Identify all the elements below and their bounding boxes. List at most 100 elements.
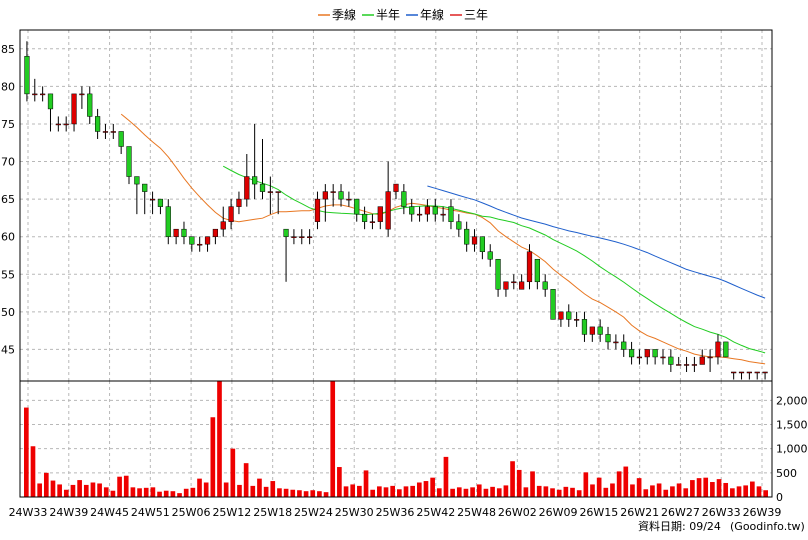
candle-down: [134, 176, 140, 185]
candle-up: [574, 319, 580, 321]
x-tick-label: 26W09: [539, 506, 578, 519]
volume-bar: [230, 448, 236, 497]
candle-down: [142, 183, 148, 192]
candle-up: [55, 123, 61, 126]
volume-bar: [603, 487, 609, 497]
volume-panel-frame: [19, 380, 773, 498]
candle-down: [432, 206, 438, 215]
volume-bar: [643, 489, 649, 497]
x-tick-label: 24W51: [131, 506, 170, 519]
price-axis: 45 50 55 60 65 70 75 80 85: [1, 43, 15, 357]
candle-up: [149, 198, 156, 201]
volume-bar: [703, 477, 709, 497]
volume-bar: [583, 472, 589, 497]
volume-bar: [183, 488, 189, 497]
candle-up: [40, 93, 46, 96]
volume-bar: [570, 487, 575, 497]
candle-up: [715, 341, 721, 358]
volume-bar: [723, 482, 729, 497]
candles: [24, 41, 768, 380]
volume-bar: [450, 488, 455, 497]
volume-bar: [203, 482, 209, 497]
candle-down: [628, 349, 635, 358]
candle-up: [511, 281, 517, 284]
candle-up: [197, 243, 203, 246]
candle-up: [424, 206, 431, 215]
candle-up: [330, 191, 336, 193]
candle-up: [346, 198, 352, 201]
volume-bar: [576, 490, 582, 497]
volume-bar: [143, 487, 149, 497]
volume-bar: [690, 480, 695, 497]
legend-label-year: 年線: [420, 7, 444, 22]
candle-up: [613, 341, 619, 344]
price-grid: [20, 30, 772, 381]
volume-bar: [443, 456, 449, 497]
volume-bar: [350, 484, 356, 497]
volume-bar: [490, 486, 495, 497]
price-tick-label: 45: [1, 343, 15, 356]
volume-bar: [476, 484, 482, 497]
candle-down: [495, 258, 501, 290]
x-tick-label: 26W39: [743, 506, 782, 519]
volume-bar: [43, 472, 49, 497]
candle-down: [448, 206, 454, 222]
legend-item-quarter[interactable]: 季線: [318, 7, 356, 22]
candle-down: [550, 289, 556, 320]
legend-item-year[interactable]: 年線: [406, 7, 444, 22]
volume-bar: [97, 483, 102, 497]
volume-bar: [363, 470, 369, 497]
legend: 季線 半年 年線 三年: [318, 7, 488, 22]
candle-up: [393, 183, 399, 192]
candle-down: [259, 183, 266, 192]
candle-down: [456, 221, 462, 230]
moving-averages: [120, 113, 766, 365]
x-tick-label: 25W12: [212, 506, 251, 519]
volume-bar: [263, 486, 269, 497]
candle-up: [660, 356, 666, 359]
volume-bar: [516, 469, 522, 497]
volume-bar: [243, 463, 249, 497]
candle-down: [118, 131, 124, 147]
volume-bar: [590, 484, 595, 497]
legend-item-threeyear[interactable]: 三年: [450, 8, 488, 22]
candle-up: [558, 311, 564, 320]
candle-down: [283, 228, 289, 237]
ma-year-line: [427, 185, 766, 299]
volume-bar: [370, 489, 376, 497]
volume-bar: [163, 490, 169, 497]
volume-bar: [763, 490, 769, 497]
volume-bar: [756, 486, 762, 497]
candle-up: [236, 198, 242, 207]
candle-up: [307, 236, 313, 238]
legend-item-halfyear[interactable]: 半年: [362, 8, 400, 22]
volume-bar: [423, 481, 429, 497]
candle-up: [110, 131, 116, 133]
price-tick-label: 65: [1, 193, 15, 206]
volume-bar: [77, 480, 82, 497]
x-tick-label: 25W18: [253, 506, 292, 519]
volume-bar: [223, 482, 229, 497]
candle-up: [503, 281, 509, 290]
price-tick-label: 60: [1, 231, 15, 244]
volume-bar: [710, 482, 715, 497]
volume-bar: [523, 487, 529, 497]
volume-bar: [130, 487, 136, 497]
price-tick-label: 70: [1, 156, 15, 169]
volume-tick-label: 500: [776, 467, 797, 480]
candle-up: [707, 356, 713, 359]
x-tick-label: 26W15: [579, 506, 618, 519]
volume-bar: [650, 485, 655, 497]
volume-bars: [23, 381, 769, 497]
price-tick-label: 50: [1, 306, 15, 319]
candle-down: [126, 146, 132, 177]
x-tick-label: 26W21: [620, 506, 659, 519]
candle-up: [369, 221, 376, 223]
candle-down: [181, 228, 187, 237]
volume-bar: [416, 482, 422, 497]
volume-bar: [556, 489, 562, 497]
volume-bar: [310, 490, 316, 497]
volume-bar: [503, 485, 509, 497]
volume-bar: [750, 481, 755, 497]
